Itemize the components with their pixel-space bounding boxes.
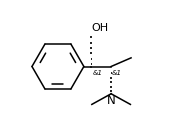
Text: OH: OH	[92, 23, 109, 33]
Text: &1: &1	[93, 70, 103, 76]
Text: N: N	[107, 94, 115, 107]
Text: &1: &1	[112, 70, 122, 76]
